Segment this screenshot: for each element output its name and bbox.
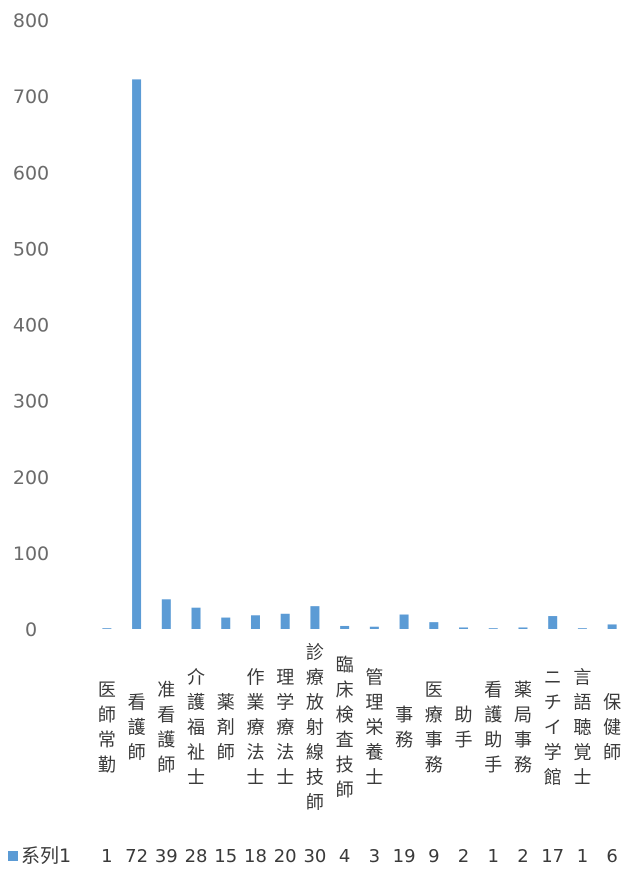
x-axis-labels: 医師常勤看護師准看護師介護福祉士薬剤師作業療法士理学療法士診療放射線技師臨床検査… [98, 643, 621, 814]
data-table-value: 20 [274, 846, 297, 867]
x-category-label: 管理栄養士 [365, 668, 383, 789]
data-table-value: 2 [458, 846, 469, 867]
bar [132, 79, 142, 629]
y-tick-label: 500 [13, 238, 49, 260]
legend-swatch [8, 851, 18, 861]
bar [429, 622, 439, 629]
x-category-label: 薬局事務 [514, 680, 532, 776]
bar [577, 628, 587, 629]
legend-series-name: 系列1 [21, 845, 71, 867]
data-table-value: 3 [369, 846, 380, 867]
bar [280, 613, 290, 629]
y-tick-label: 700 [13, 86, 49, 108]
data-table-value: 15 [214, 846, 237, 867]
data-table-value: 4 [339, 846, 350, 867]
y-tick-label: 200 [13, 467, 49, 489]
legend-data-table: 系列1 1 72 39 28 15 18 20 30 4 3 19 9 2 1 2 17 1 6 [8, 845, 618, 867]
bar [548, 616, 558, 629]
bar [518, 627, 528, 629]
y-tick-label: 100 [13, 543, 49, 565]
bars [102, 79, 617, 629]
x-category-label: 助手 [455, 705, 473, 751]
x-category-label: 薬剤師 [217, 693, 235, 764]
bar [102, 628, 112, 629]
data-table-value: 28 [185, 846, 208, 867]
bar [191, 607, 201, 629]
x-category-label: 事務 [395, 705, 413, 751]
data-table-value: 6 [606, 846, 617, 867]
x-category-label: 臨床検査技師 [336, 655, 354, 801]
x-category-label: 准看護師 [157, 680, 175, 776]
data-table-value: 30 [303, 846, 326, 867]
bar [250, 615, 260, 629]
data-table-value: 19 [393, 846, 416, 867]
x-category-label: ニチイ学館 [544, 668, 562, 789]
x-category-label: 医療事務 [425, 680, 443, 776]
bar [340, 625, 350, 629]
y-axis: 0 100 200 300 400 500 600 700 800 [13, 10, 49, 641]
data-table-value: 1 [488, 846, 499, 867]
bar [161, 599, 171, 629]
data-table-value: 72 [125, 846, 148, 867]
bar [369, 626, 379, 629]
y-tick-label: 400 [13, 315, 49, 337]
data-table-value: 18 [244, 846, 267, 867]
y-tick-label: 300 [13, 391, 49, 413]
x-category-label: 保健師 [603, 693, 621, 764]
x-category-label: 言語聴覚士 [573, 668, 591, 789]
data-table-value: 39 [155, 846, 178, 867]
x-category-label: 診療放射線技師 [306, 643, 324, 814]
bar [221, 617, 231, 629]
data-table-value: 9 [428, 846, 439, 867]
data-table-value: 1 [101, 846, 112, 867]
y-tick-label: 800 [13, 10, 49, 32]
data-table-value: 2 [517, 846, 528, 867]
bar [488, 628, 498, 629]
y-tick-label: 0 [25, 619, 37, 641]
x-category-label: 作業療法士 [246, 668, 264, 789]
bar [310, 606, 320, 629]
x-category-label: 理学療法士 [276, 668, 294, 789]
x-category-label: 看護師 [128, 693, 146, 764]
y-tick-label: 600 [13, 162, 49, 184]
x-category-label: 看護助手 [484, 680, 502, 776]
bar [399, 614, 409, 629]
data-table-value: 17 [541, 846, 564, 867]
data-table-value: 1 [577, 846, 588, 867]
x-category-label: 介護福祉士 [187, 668, 205, 789]
x-category-label: 医師常勤 [98, 680, 116, 776]
bar [459, 627, 469, 629]
bar [607, 624, 617, 629]
